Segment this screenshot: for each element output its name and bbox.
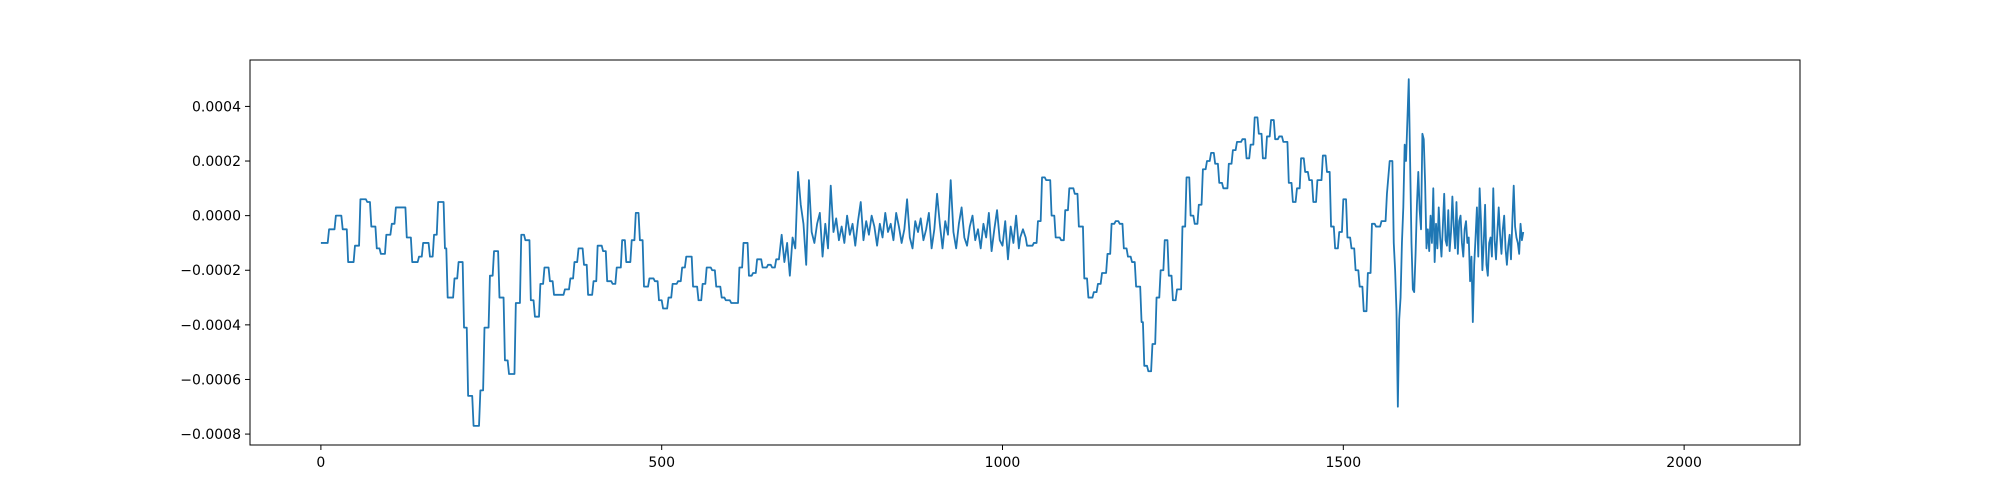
x-tick-label: 1500 (1325, 455, 1361, 471)
y-tick-label: −0.0006 (180, 372, 241, 388)
axis-ticks: 0 500 1000 1500 2000 −0.0008 −0.0006 −0.0004 −0.… (180, 99, 1702, 471)
y-tick-label: −0.0002 (180, 263, 241, 279)
y-tick-label: 0.0000 (192, 209, 241, 225)
x-tick-label: 500 (648, 455, 675, 471)
plot-frame (249, 59, 1801, 446)
series-line (320, 78, 1525, 427)
plot-area (250, 60, 1800, 445)
y-tick-label: −0.0004 (180, 318, 241, 334)
x-tick-label: 1000 (985, 455, 1021, 471)
y-tick-label: −0.0008 (180, 427, 241, 443)
y-tick-label: 0.0002 (192, 154, 241, 170)
x-tick-label: 2000 (1666, 455, 1702, 471)
x-tick-label: 0 (316, 455, 325, 471)
y-tick-label: 0.0004 (192, 99, 241, 115)
